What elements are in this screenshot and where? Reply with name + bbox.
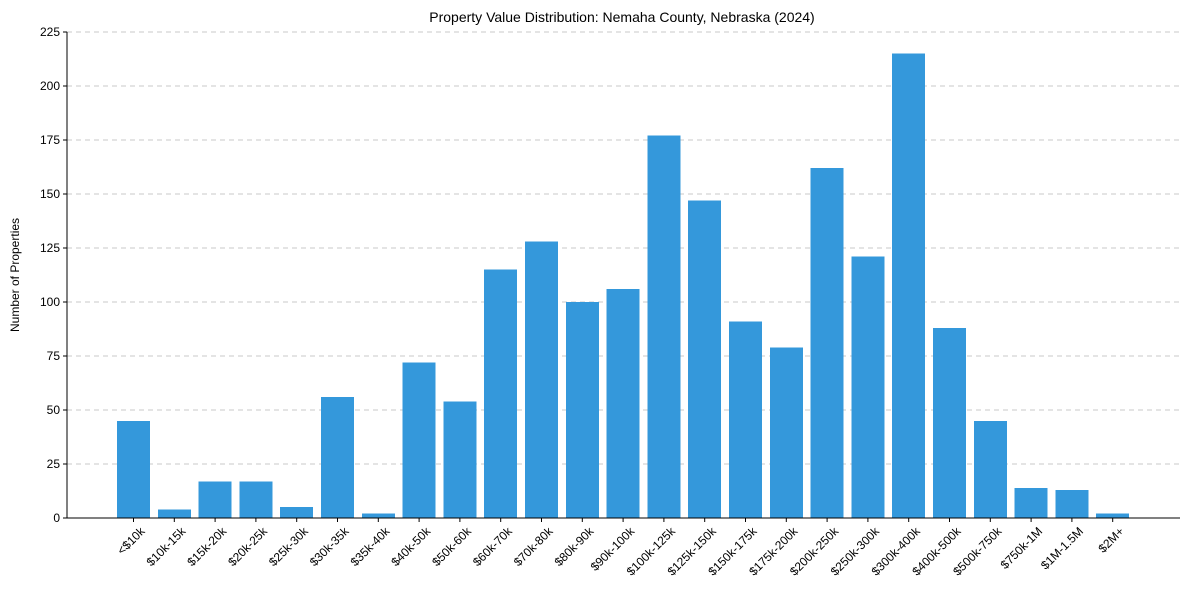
- bar: [239, 481, 273, 518]
- x-tick-label: $750k-1M: [998, 524, 1046, 572]
- y-tick-label: 200: [40, 79, 60, 93]
- bar: [402, 362, 436, 518]
- x-tick-label: $40k-50k: [388, 524, 434, 570]
- bar: [565, 302, 599, 518]
- bar: [729, 321, 762, 518]
- x-tick-label: $10k-15k: [144, 524, 190, 570]
- y-tick-label: 75: [47, 349, 61, 363]
- bar: [892, 53, 926, 518]
- x-tick-label: $2M+: [1095, 524, 1126, 555]
- bar: [933, 327, 966, 518]
- y-tick-label: 150: [40, 187, 60, 201]
- x-tick-label: $15k-20k: [184, 524, 230, 570]
- bar: [443, 401, 477, 518]
- y-tick-label: 50: [47, 403, 61, 417]
- bar: [1014, 487, 1048, 518]
- bars: [117, 53, 1130, 519]
- y-tick-label: 225: [40, 25, 60, 39]
- chart-title: Property Value Distribution: Nemaha Coun…: [429, 9, 814, 25]
- x-tick-label: $20k-25k: [225, 524, 271, 570]
- y-axis-ticks: 0 25 50 75 100 125 150 175 200 225: [40, 25, 67, 525]
- x-tick-label: $50k-60k: [429, 524, 475, 570]
- bar: [280, 507, 314, 518]
- bar: [525, 241, 558, 518]
- bar: [117, 420, 150, 518]
- y-axis-label: Number of Properties: [8, 218, 22, 332]
- bar: [198, 481, 232, 518]
- x-tick-label: <$10k: [114, 524, 148, 558]
- bar: [361, 513, 395, 518]
- bar: [810, 168, 844, 518]
- bar: [321, 397, 354, 518]
- x-tick-label: $25k-30k: [266, 524, 312, 570]
- x-tick-label: $30k-35k: [307, 524, 353, 570]
- y-tick-label: 100: [40, 295, 60, 309]
- bar: [1096, 513, 1130, 518]
- y-tick-label: 25: [47, 457, 61, 471]
- x-tick-label: $70k-80k: [511, 524, 557, 570]
- x-axis-ticks: <$10k$10k-15k$15k-20k$20k-25k$25k-30k$30…: [114, 518, 1127, 578]
- bar: [973, 420, 1007, 518]
- y-tick-label: 125: [40, 241, 60, 255]
- x-tick-label: $1M-1.5M: [1038, 524, 1086, 572]
- bar: [688, 200, 722, 519]
- bar: [484, 269, 518, 518]
- bar: [606, 289, 640, 518]
- y-tick-label: 0: [53, 511, 60, 525]
- bar: [1055, 489, 1089, 518]
- bar: [851, 256, 885, 518]
- bar: [769, 347, 803, 518]
- bar: [647, 135, 681, 518]
- x-tick-label: $60k-70k: [470, 524, 516, 570]
- y-tick-label: 175: [40, 133, 60, 147]
- x-tick-label: $35k-40k: [348, 524, 394, 570]
- bar: [157, 509, 191, 518]
